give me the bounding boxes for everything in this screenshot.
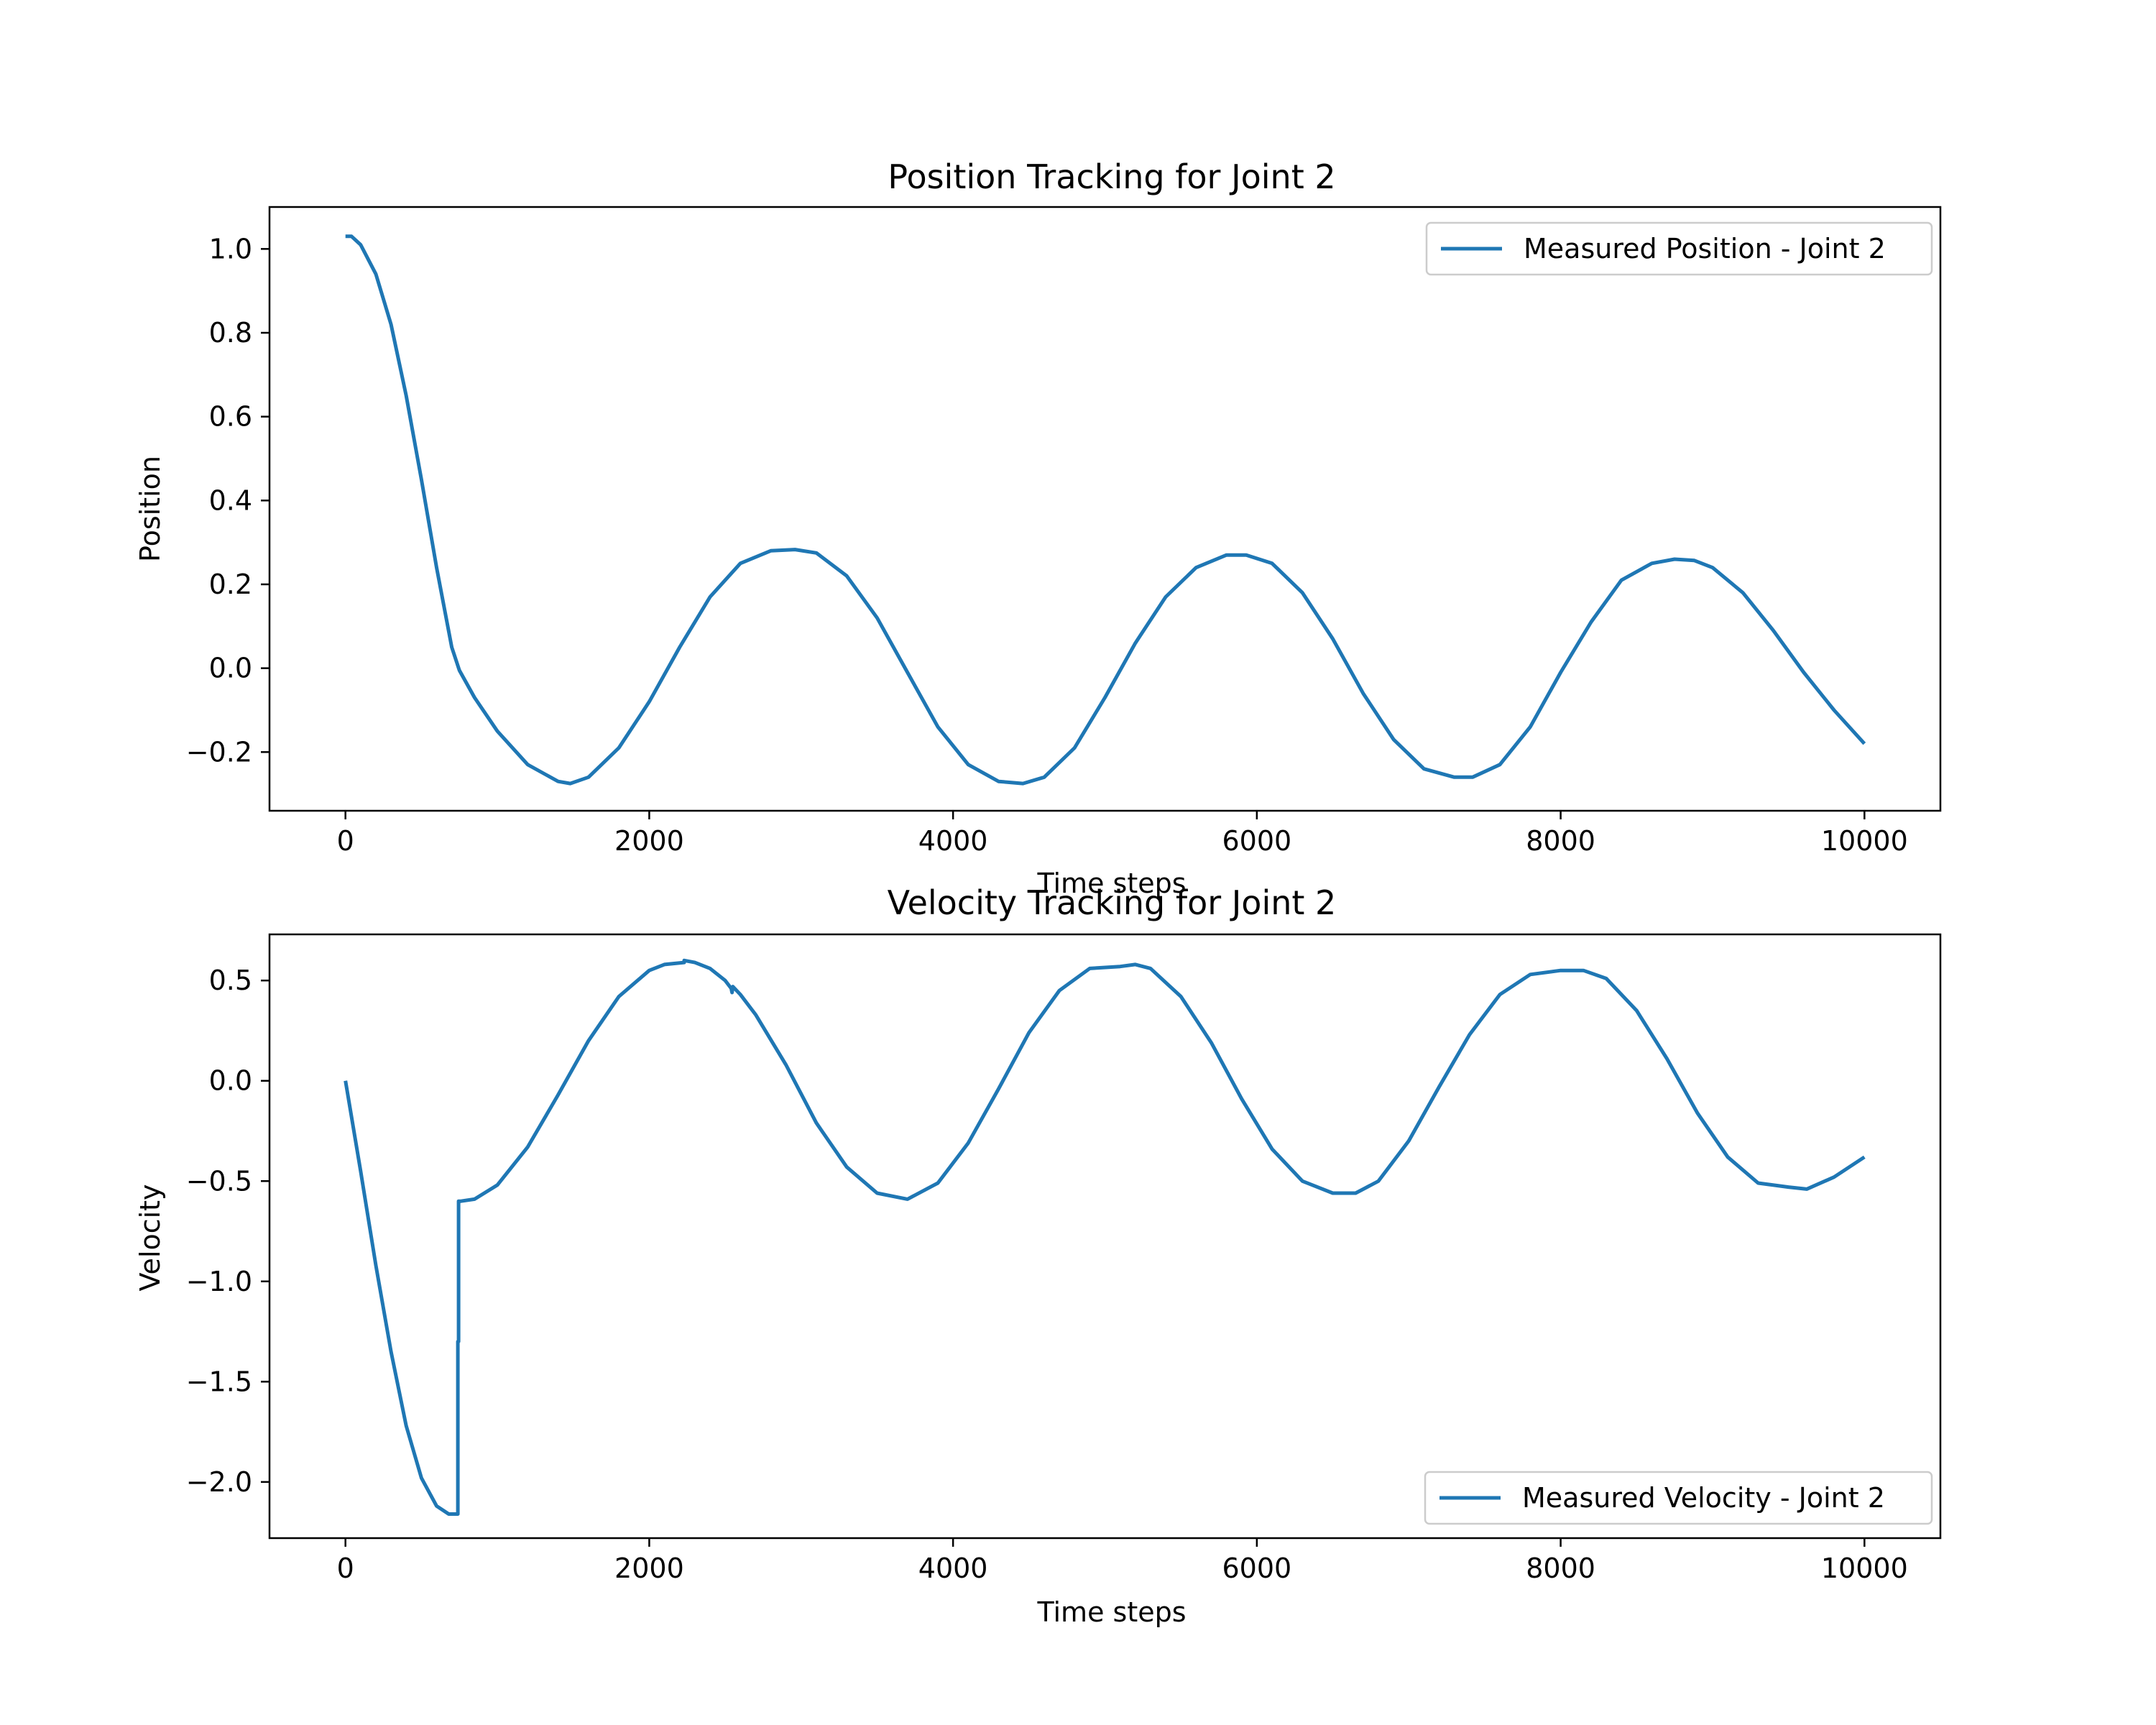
velocity-y-ticks: −2.0 −1.5 −1.0 −0.5 0.0 0.5 [186,965,270,1498]
velocity-legend-box [1424,1471,1933,1525]
position-x-tick-label: 4000 [918,825,988,857]
position-x-tick-label: 0 [337,825,354,857]
velocity-y-tick-label: −1.0 [186,1266,252,1297]
velocity-y-tick-label: 0.0 [209,1065,252,1097]
velocity-x-tick-label: 6000 [1222,1552,1292,1584]
position-y-tick-label: 0.4 [209,484,252,516]
position-x-tick-label: 6000 [1222,825,1292,857]
position-series-layer [345,234,1866,786]
velocity-y-tick-label: −0.5 [186,1165,252,1197]
velocity-x-tick-label: 0 [337,1552,354,1584]
velocity-chart: Velocity Tracking for Joint 2 0 2000 4000 6… [134,883,1942,1628]
position-legend-box [1425,221,1933,276]
velocity-chart-title: Velocity Tracking for Joint 2 [888,883,1337,922]
position-y-ticks: −0.2 0.0 0.2 0.4 0.6 0.8 1.0 [186,233,270,768]
velocity-y-tick-label: −2.0 [186,1466,252,1498]
position-y-tick-label: 0.2 [209,569,252,600]
position-chart-title: Position Tracking for Joint 2 [888,157,1335,196]
position-y-tick-label: 0.6 [209,401,252,433]
velocity-legend-label: Measured Velocity - Joint 2 [1522,1482,1885,1514]
velocity-x-axis-label: Time steps [1036,1596,1186,1628]
velocity-x-tick-label: 2000 [614,1552,684,1584]
velocity-y-tick-label: −1.5 [186,1366,252,1397]
velocity-series-layer [344,958,1866,1516]
velocity-x-tick-label: 4000 [918,1552,988,1584]
position-series-line-0 [345,234,1866,786]
position-legend-label: Measured Position - Joint 2 [1524,233,1886,264]
velocity-series-line-0 [344,958,1866,1516]
position-x-tick-label: 8000 [1526,825,1595,857]
velocity-x-ticks: 0 2000 4000 6000 8000 10000 [337,1538,1908,1584]
position-x-axis-label: Time steps [1036,868,1186,899]
position-y-tick-label: −0.2 [186,736,252,768]
position-plot-frame [268,206,1942,812]
position-x-tick-label: 10000 [1821,825,1908,857]
velocity-y-axis-label: Velocity [134,1184,166,1291]
velocity-x-tick-label: 10000 [1821,1552,1908,1584]
velocity-plot-frame [268,933,1942,1540]
velocity-x-tick-label: 8000 [1526,1552,1595,1584]
position-y-axis-label: Position [134,456,166,562]
position-y-tick-label: 1.0 [209,233,252,264]
position-chart: Position Tracking for Joint 2 0 2000 4000 6… [134,157,1942,899]
position-x-ticks: 0 2000 4000 6000 8000 10000 [337,811,1908,857]
velocity-legend: Measured Velocity - Joint 2 [1424,1471,1933,1525]
position-x-tick-label: 2000 [614,825,684,857]
position-legend: Measured Position - Joint 2 [1425,221,1933,276]
position-y-tick-label: 0.8 [209,317,252,349]
position-y-tick-label: 0.0 [209,653,252,684]
velocity-y-tick-label: 0.5 [209,965,252,996]
